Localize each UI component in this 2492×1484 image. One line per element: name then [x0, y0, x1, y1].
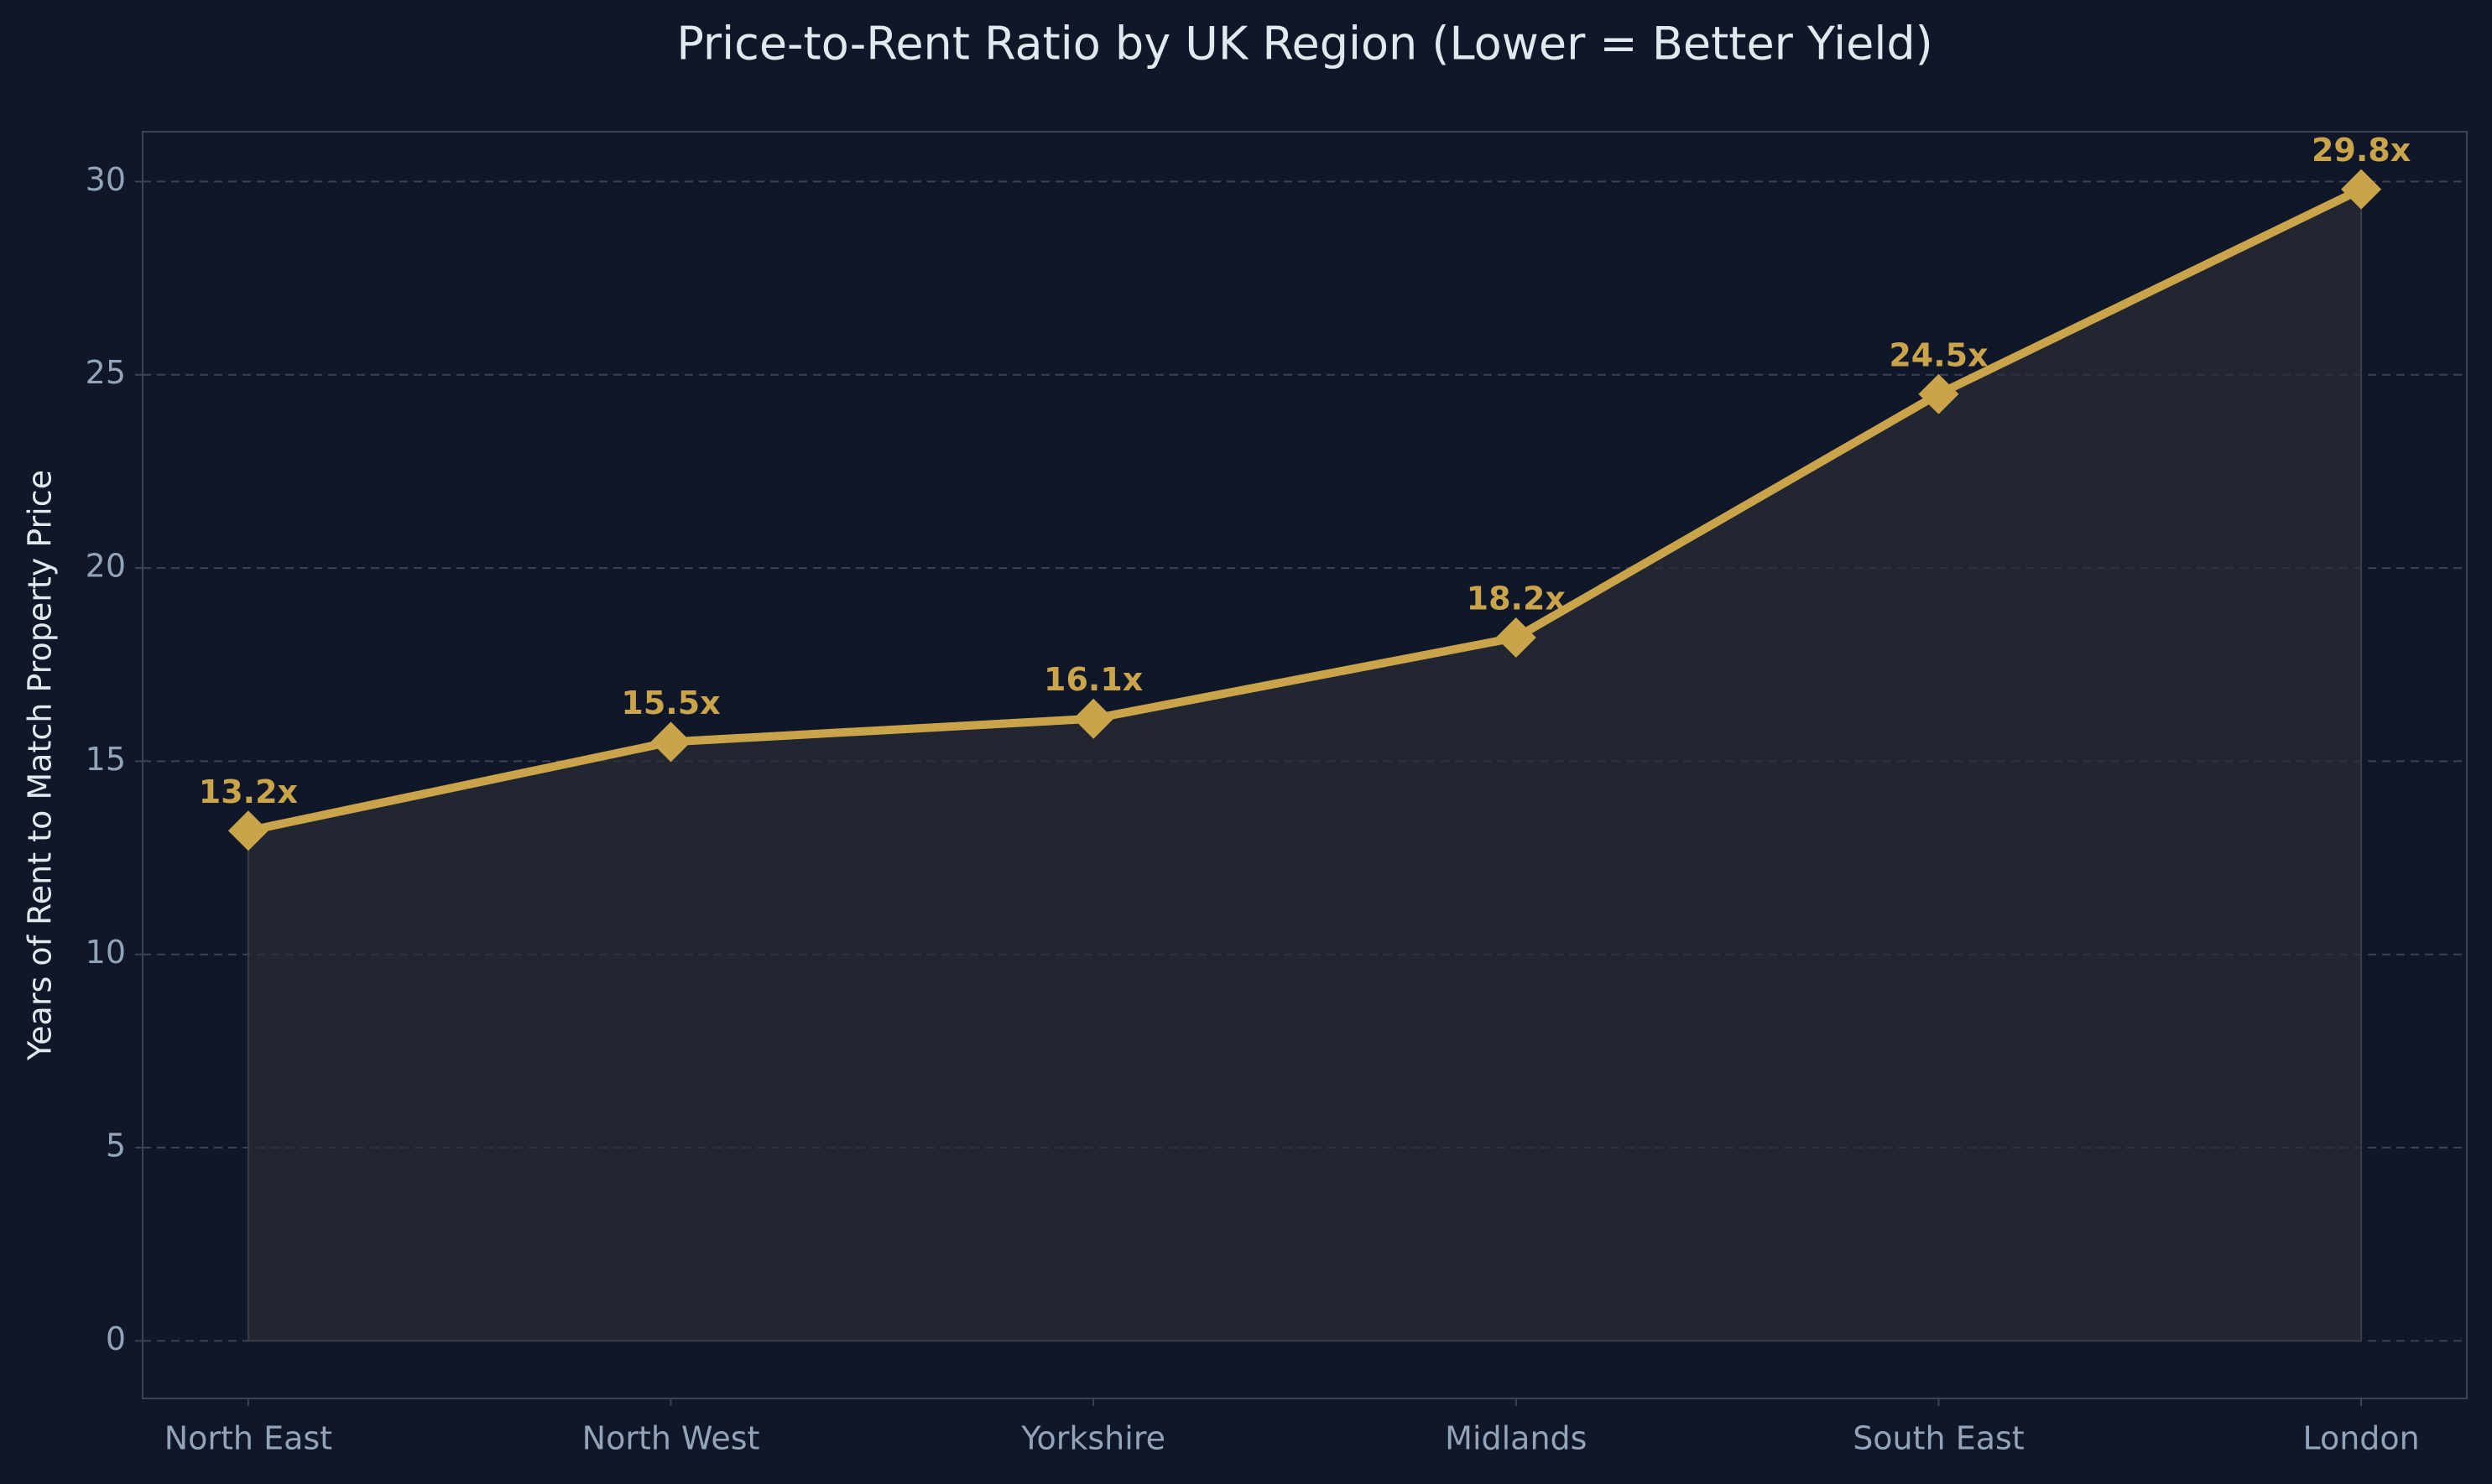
x-tick-label: Yorkshire — [1020, 1420, 1165, 1457]
marker — [1918, 373, 1959, 414]
y-tick-label: 5 — [106, 1127, 126, 1164]
y-axis-label: Years of Rent to Match Property Price — [22, 470, 59, 1061]
y-tick-label: 15 — [86, 741, 126, 778]
y-tick-label: 30 — [86, 161, 126, 198]
marker — [2341, 169, 2382, 210]
data-label: 24.5x — [1889, 336, 1988, 373]
y-tick-label: 10 — [86, 934, 126, 971]
marker — [1495, 617, 1536, 658]
plot-frame — [142, 131, 2468, 1399]
x-tick-label: South East — [1853, 1420, 2025, 1457]
data-label: 16.1x — [1044, 661, 1143, 698]
x-tick-label: North West — [582, 1420, 760, 1457]
y-tick-label: 20 — [86, 548, 126, 585]
marker — [227, 810, 268, 851]
line — [247, 185, 2364, 836]
data-label: 13.2x — [199, 773, 298, 810]
marker — [1073, 698, 1114, 739]
chart-title: Price-to-Rent Ratio by UK Region (Lower … — [676, 18, 1932, 70]
data-label: 15.5x — [621, 685, 720, 721]
data-label: 18.2x — [1467, 580, 1566, 617]
x-tick-label: Midlands — [1445, 1420, 1587, 1457]
x-tick-label: London — [2302, 1420, 2419, 1457]
y-tick-label: 0 — [106, 1320, 126, 1357]
marker — [650, 721, 691, 763]
x-tick-label: North East — [164, 1420, 332, 1457]
y-tick-label: 25 — [86, 354, 126, 391]
data-label: 29.8x — [2312, 132, 2411, 169]
